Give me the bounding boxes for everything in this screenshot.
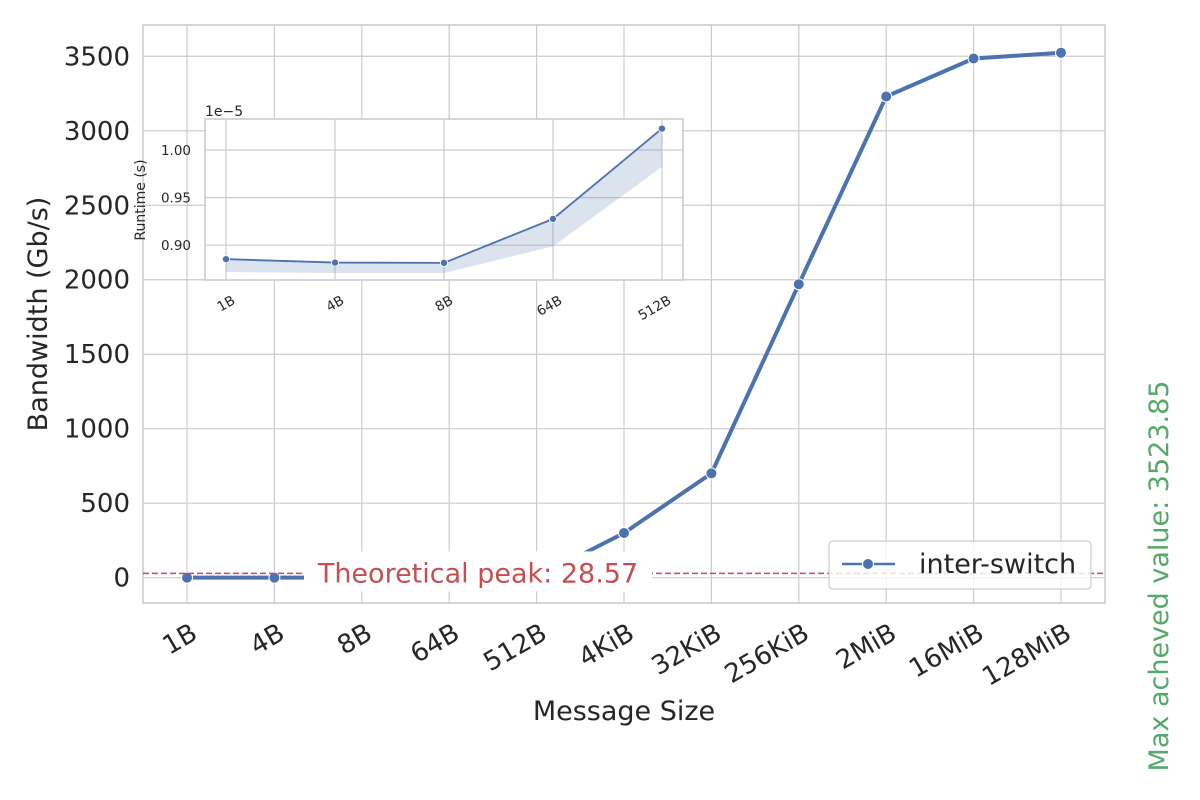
inset-x-tick-labels: 1B 4B 8B 64B 512B — [215, 293, 674, 324]
inset-x-tick-label: 1B — [215, 293, 238, 316]
x-tick-label: 256KiB — [720, 618, 814, 690]
inset-series — [221, 124, 667, 274]
y-tick-label: 3000 — [64, 117, 130, 147]
x-tick-label: 4KiB — [574, 618, 640, 673]
inset-data-point — [549, 214, 558, 223]
y-tick-label: 2000 — [64, 266, 130, 296]
inset-data-point — [221, 255, 230, 264]
x-tick-label: 16MiB — [904, 618, 989, 684]
y-tick-label: 3500 — [64, 42, 130, 72]
x-axis-label: Message Size — [533, 696, 715, 727]
data-point — [792, 278, 805, 291]
x-tick-label: 32KiB — [647, 618, 727, 682]
data-point — [705, 467, 718, 480]
legend-marker-swatch — [862, 558, 874, 570]
inset-y-axis-label: Runtime (s) — [133, 159, 149, 240]
x-tick-label: 4B — [245, 618, 290, 661]
y-tick-label: 1500 — [64, 340, 130, 370]
inset-y-tick-label: 1.00 — [161, 143, 191, 159]
data-point — [618, 526, 630, 539]
inset-grid — [205, 119, 683, 280]
inset-x-tick-label: 512B — [636, 293, 674, 324]
x-tick-label: 64B — [406, 618, 465, 669]
main-grid — [143, 25, 1105, 603]
x-tick-label: 1B — [158, 618, 203, 661]
y-tick-label: 0 — [113, 564, 130, 594]
y-tick-label: 2500 — [64, 191, 130, 221]
legend-box — [828, 540, 1092, 590]
theoretical-peak-label: Theoretical peak: 28.57 — [317, 558, 638, 589]
inset-offset-label: 1e−5 — [205, 104, 243, 120]
legend: inter-switch — [828, 540, 1092, 590]
inset-x-tick-label: 4B — [324, 293, 347, 316]
data-point — [181, 571, 193, 584]
inset-y-tick-label: 0.90 — [161, 238, 191, 254]
inset-confidence-band — [226, 128, 662, 274]
data-point — [268, 571, 281, 584]
inset-runtime-chart: 0.90 0.95 1.00 1B 4B 8B 64B 512B 1e−5 Runtime … — [133, 104, 684, 324]
x-tick-label: 2MiB — [831, 618, 901, 676]
main-axes-frame — [142, 24, 1106, 604]
theoretical-peak-label-box — [304, 551, 652, 592]
legend-label: inter-switch — [919, 549, 1076, 580]
inset-y-tick-labels: 0.90 0.95 1.00 — [161, 143, 191, 254]
data-point — [880, 90, 893, 103]
data-point — [967, 52, 980, 65]
inset-data-point — [658, 124, 667, 133]
x-tick-label: 128MiB — [977, 618, 1076, 693]
inset-x-tick-label: 64B — [534, 293, 565, 320]
y-tick-labels: 0 500 1000 1500 2000 2500 3000 3500 — [64, 42, 130, 593]
inset-data-point — [330, 258, 339, 267]
inset-axes-frame — [204, 118, 684, 281]
inset-x-tick-label: 8B — [433, 293, 456, 316]
max-achieved-annotation: Max acheved value: 3523.85 — [1144, 381, 1175, 772]
inset-data-point — [439, 258, 448, 267]
y-tick-label: 1000 — [64, 415, 130, 445]
y-axis-label: Bandwidth (Gb/s) — [23, 197, 54, 432]
x-tick-label: 8B — [333, 618, 378, 661]
data-point — [1055, 46, 1067, 59]
y-tick-label: 500 — [80, 489, 130, 519]
x-tick-label: 512B — [479, 618, 552, 678]
inset-y-tick-label: 0.95 — [161, 191, 191, 207]
